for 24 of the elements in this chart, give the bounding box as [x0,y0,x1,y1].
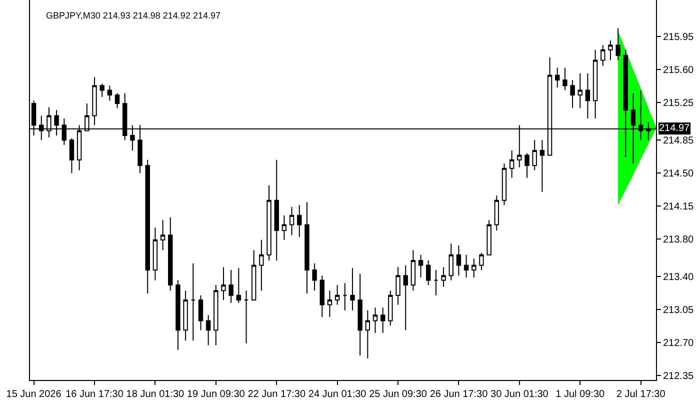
x-tick-label: 19 Jun 09:30 [186,389,246,400]
y-tick-label: 214.85 [663,136,694,147]
x-tick-label: 30 Jun 01:30 [490,389,549,400]
y-tick-label: 213.80 [663,234,694,246]
x-tick-label: 22 Jun 17:30 [248,389,306,400]
x-tick-label: 25 Jun 09:30 [369,389,428,400]
x-tick-label: 1 Jul 09:30 [556,389,606,400]
x-tick-label: 26 Jun 17:30 [430,389,488,400]
y-tick-label: 214.15 [663,201,694,212]
y-tick-label: 213.40 [663,272,694,284]
y-tick-label: 212.70 [663,338,694,349]
x-tick-label: 18 Jun 01:30 [126,389,185,400]
ref-line-label: 214.97 [659,123,690,134]
x-tick-label: 15 Jun 2026 [6,389,62,400]
y-tick-label: 214.50 [663,168,694,180]
x-tick-label: 16 Jun 17:30 [66,389,124,400]
y-tick-label: 215.60 [663,65,694,76]
text: GBPJPY,M30 214.93 214.98 214.92 214.97 [46,10,220,20]
x-tick-label: 2 Jul 17:30 [616,389,666,400]
y-tick-label: 212.35 [663,370,694,382]
y-tick-label: 213.05 [663,304,694,316]
y-tick-label: 215.25 [663,98,694,110]
y-tick-label: 215.95 [663,32,694,44]
x-tick-label: 24 Jun 01:30 [308,389,367,400]
